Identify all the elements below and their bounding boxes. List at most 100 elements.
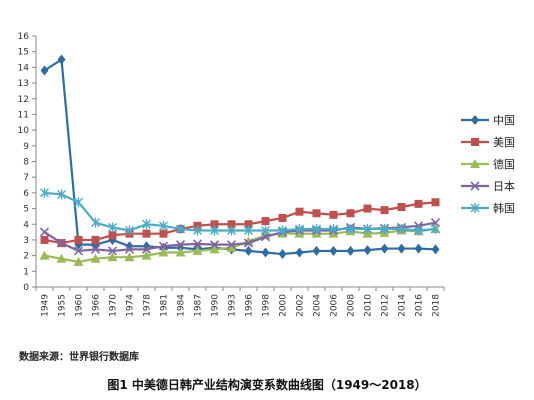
data-point bbox=[226, 240, 237, 250]
x-tick-label: 1949 bbox=[41, 294, 51, 317]
data-point bbox=[244, 220, 253, 229]
legend-swatch-marker bbox=[471, 138, 479, 146]
data-point bbox=[226, 242, 237, 252]
figure-caption: 图1 中美德日韩产业结构演变系数曲线图（1949～2018） bbox=[107, 378, 427, 392]
data-point bbox=[56, 238, 67, 248]
series-layer bbox=[39, 54, 441, 266]
y-tick-label: 3 bbox=[23, 236, 29, 246]
data-point bbox=[363, 223, 372, 234]
data-point bbox=[346, 245, 355, 256]
data-point bbox=[39, 227, 50, 237]
data-point bbox=[363, 245, 372, 256]
x-tick-label: 2002 bbox=[296, 294, 306, 317]
legend-label: 德国 bbox=[493, 157, 515, 171]
x-tick-label: 1955 bbox=[58, 294, 68, 317]
data-point bbox=[142, 229, 151, 238]
data-point bbox=[73, 246, 84, 256]
data-point bbox=[312, 223, 321, 234]
data-point bbox=[142, 219, 151, 230]
data-point bbox=[56, 253, 67, 263]
legend-swatch-marker bbox=[471, 115, 479, 125]
data-point bbox=[124, 252, 135, 262]
data-point bbox=[227, 220, 236, 229]
data-point bbox=[192, 245, 203, 255]
legend-label: 美国 bbox=[493, 136, 515, 149]
data-point bbox=[90, 253, 101, 263]
marker-stroke bbox=[470, 181, 480, 191]
data-point bbox=[431, 198, 440, 207]
marker-stroke bbox=[73, 246, 84, 256]
marker-stroke bbox=[175, 240, 186, 250]
marker-stroke bbox=[107, 246, 118, 256]
marker-stroke bbox=[226, 240, 237, 250]
series-line bbox=[44, 227, 436, 263]
x-tick-label: 1978 bbox=[143, 294, 153, 317]
data-point bbox=[40, 235, 49, 244]
data-point bbox=[107, 252, 118, 262]
data-point bbox=[209, 244, 220, 254]
data-point bbox=[380, 223, 389, 234]
data-point bbox=[193, 225, 202, 236]
data-point bbox=[295, 247, 304, 258]
data-point bbox=[73, 256, 84, 266]
data-point bbox=[397, 243, 406, 254]
y-tick-label: 8 bbox=[23, 158, 29, 168]
series-line bbox=[44, 191, 436, 232]
data-point bbox=[261, 247, 270, 258]
data-point bbox=[175, 247, 186, 257]
x-tick-label: 2016 bbox=[415, 294, 425, 317]
x-tick-label: 1993 bbox=[228, 294, 238, 317]
y-tick-label: 9 bbox=[23, 142, 29, 152]
legend-swatch-marker bbox=[470, 203, 480, 213]
data-point bbox=[124, 244, 135, 254]
marker-stroke bbox=[243, 238, 254, 248]
x-tick-label: 1996 bbox=[245, 294, 255, 317]
data-point bbox=[397, 202, 406, 211]
data-point bbox=[175, 240, 186, 250]
x-tick-label: 2000 bbox=[279, 294, 289, 317]
data-point bbox=[329, 210, 338, 219]
data-point bbox=[329, 245, 338, 256]
data-point bbox=[431, 244, 440, 255]
data-point bbox=[278, 213, 287, 222]
y-tick-label: 12 bbox=[18, 95, 29, 105]
data-point bbox=[141, 244, 152, 254]
data-point bbox=[209, 240, 220, 250]
x-tick-label: 2008 bbox=[347, 294, 357, 317]
data-point bbox=[329, 223, 338, 234]
data-point bbox=[312, 209, 321, 218]
x-tick-label: 1984 bbox=[177, 294, 187, 317]
data-point bbox=[141, 250, 152, 260]
marker-stroke bbox=[192, 239, 203, 249]
data-point bbox=[40, 65, 49, 76]
data-point bbox=[108, 231, 117, 240]
y-tick-label: 0 bbox=[23, 283, 29, 293]
data-point bbox=[346, 223, 355, 234]
data-point bbox=[346, 209, 355, 218]
data-point bbox=[40, 187, 49, 198]
data-point bbox=[244, 225, 253, 236]
data-point bbox=[227, 225, 236, 236]
y-tick-label: 5 bbox=[23, 205, 29, 215]
y-tick-label: 10 bbox=[18, 126, 30, 136]
data-point bbox=[91, 235, 100, 244]
data-point bbox=[414, 225, 423, 236]
data-point bbox=[380, 206, 389, 215]
data-point bbox=[74, 197, 83, 208]
data-point bbox=[414, 199, 423, 208]
data-point bbox=[278, 249, 287, 260]
x-tick-label: 2004 bbox=[313, 294, 323, 317]
x-axis-ticks: 1949 1955 1960 1966 1970 1974 1978 1981 1984 1987… bbox=[35, 287, 445, 317]
x-tick-label: 1966 bbox=[92, 294, 102, 317]
x-tick-label: 1990 bbox=[211, 294, 221, 317]
y-tick-label: 7 bbox=[23, 173, 29, 183]
legend-label: 韩国 bbox=[493, 201, 515, 215]
data-point bbox=[159, 220, 168, 231]
x-tick-label: 1987 bbox=[194, 294, 204, 317]
data-point bbox=[210, 225, 219, 236]
y-tick-label: 1 bbox=[23, 267, 29, 277]
x-tick-label: 2006 bbox=[330, 294, 340, 317]
series-1 bbox=[40, 198, 440, 248]
